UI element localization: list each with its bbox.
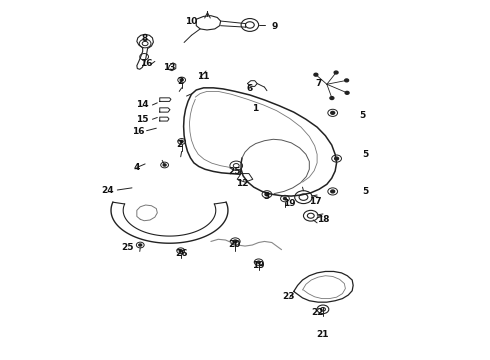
Text: 21: 21 bbox=[317, 330, 329, 339]
Text: 5: 5 bbox=[363, 150, 369, 159]
Text: 18: 18 bbox=[317, 215, 329, 224]
Text: 19: 19 bbox=[252, 261, 265, 270]
Circle shape bbox=[331, 111, 335, 114]
Text: 26: 26 bbox=[175, 249, 188, 258]
Text: 22: 22 bbox=[311, 308, 323, 317]
Circle shape bbox=[331, 190, 335, 193]
Text: 16: 16 bbox=[140, 59, 153, 68]
Text: 25: 25 bbox=[228, 167, 241, 176]
Text: 13: 13 bbox=[163, 63, 176, 72]
Circle shape bbox=[179, 249, 182, 252]
Text: 5: 5 bbox=[359, 111, 365, 120]
Text: 12: 12 bbox=[236, 179, 249, 188]
Text: 5: 5 bbox=[363, 187, 369, 196]
Text: 7: 7 bbox=[315, 79, 321, 88]
Circle shape bbox=[139, 244, 142, 246]
Circle shape bbox=[330, 96, 334, 99]
Circle shape bbox=[180, 140, 183, 143]
Text: 25: 25 bbox=[121, 243, 133, 252]
Circle shape bbox=[180, 79, 183, 81]
Circle shape bbox=[233, 240, 237, 243]
Text: 11: 11 bbox=[197, 72, 210, 81]
Text: 17: 17 bbox=[309, 197, 322, 206]
Text: 16: 16 bbox=[131, 127, 144, 136]
Circle shape bbox=[265, 193, 269, 196]
Circle shape bbox=[257, 261, 260, 263]
Circle shape bbox=[334, 71, 338, 74]
Circle shape bbox=[314, 73, 318, 76]
Text: 23: 23 bbox=[283, 292, 295, 301]
Text: 4: 4 bbox=[134, 163, 140, 172]
Text: 24: 24 bbox=[101, 186, 114, 195]
Circle shape bbox=[345, 91, 349, 94]
Text: 8: 8 bbox=[142, 35, 148, 44]
Circle shape bbox=[163, 164, 166, 166]
Text: 14: 14 bbox=[136, 100, 149, 109]
Circle shape bbox=[335, 157, 339, 160]
Text: 2: 2 bbox=[177, 77, 184, 86]
Text: 10: 10 bbox=[185, 17, 197, 26]
Text: 19: 19 bbox=[283, 199, 295, 208]
Text: 3: 3 bbox=[264, 192, 270, 201]
Text: 20: 20 bbox=[228, 240, 241, 249]
Text: 9: 9 bbox=[271, 22, 277, 31]
Text: 2: 2 bbox=[176, 140, 182, 149]
Circle shape bbox=[344, 79, 348, 82]
Text: 6: 6 bbox=[247, 84, 253, 93]
Circle shape bbox=[284, 198, 287, 200]
Text: 1: 1 bbox=[252, 104, 258, 113]
Text: 15: 15 bbox=[136, 116, 149, 125]
